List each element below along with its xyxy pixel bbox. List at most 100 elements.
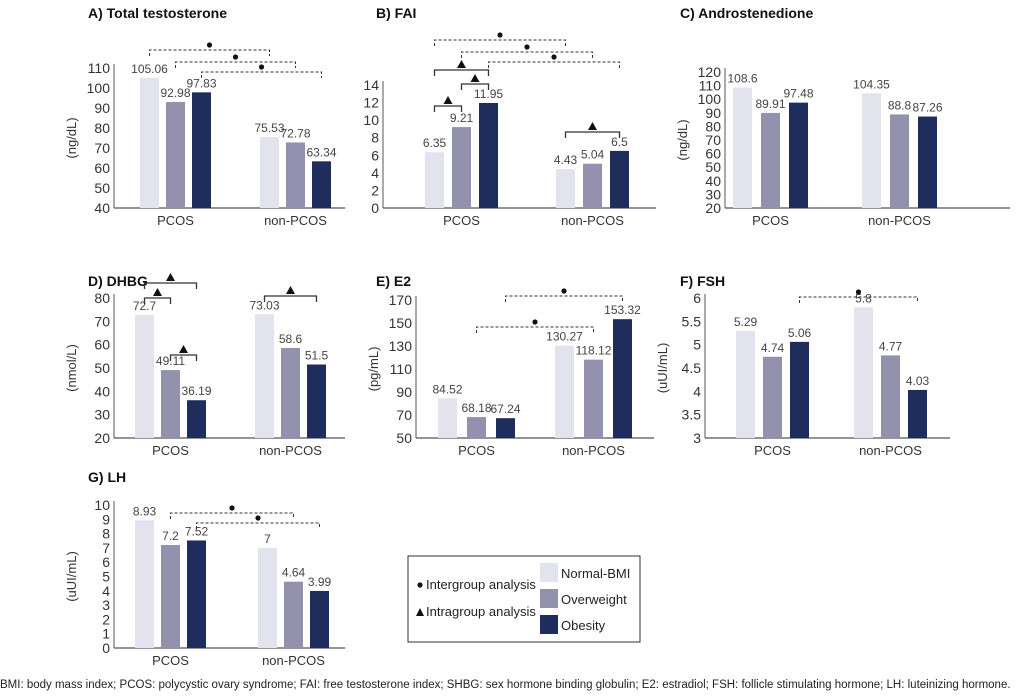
legend-box <box>407 555 641 643</box>
data-label: 108.6 <box>727 72 757 86</box>
y-tick-label: 3 <box>102 597 110 613</box>
data-label: 58.6 <box>279 332 303 346</box>
data-label: 89.91 <box>755 97 785 111</box>
data-label: 4.64 <box>282 566 306 580</box>
legend-marker-label: Intergroup analysis <box>426 577 536 592</box>
y-tick-label: 0 <box>371 200 379 216</box>
bar <box>918 116 937 208</box>
y-tick-label: 2 <box>102 611 110 627</box>
y-tick-label: 170 <box>389 292 413 308</box>
bar <box>312 161 331 208</box>
data-label: 6.35 <box>423 136 447 150</box>
data-label: 97.48 <box>783 87 813 101</box>
footnote: BMI: body mass index; PCOS: polycystic o… <box>0 679 1011 691</box>
data-label: 5.8 <box>855 291 872 305</box>
legend-series-label: Normal-BMI <box>561 566 630 581</box>
triangle-marker-icon <box>286 286 295 294</box>
y-tick-label: 7 <box>102 540 110 556</box>
bar <box>763 356 782 438</box>
intergroup-bracket <box>799 296 918 303</box>
y-tick-label: 50 <box>94 360 110 376</box>
circle-marker-icon <box>551 54 557 60</box>
y-axis-label: (ng/dL) <box>64 117 79 158</box>
y-tick-label: 30 <box>705 186 721 202</box>
triangle-marker-icon <box>166 273 175 281</box>
bar <box>890 114 909 208</box>
y-tick-label: 10 <box>363 112 379 128</box>
data-label: 11.95 <box>474 87 503 101</box>
intergroup-bracket <box>434 39 566 46</box>
data-label: 5.06 <box>788 326 812 340</box>
chart-title: A) Total testosterone <box>88 5 227 21</box>
data-label: 130.27 <box>546 330 583 344</box>
y-tick-label: 100 <box>87 80 111 96</box>
bar <box>733 87 752 208</box>
y-tick-label: 70 <box>396 407 412 423</box>
x-tick-label: non-PCOS <box>562 443 625 458</box>
bar <box>862 93 881 208</box>
intergroup-bracket <box>201 71 322 78</box>
intragroup-bracket <box>263 295 318 302</box>
triangle-marker-icon <box>588 122 597 130</box>
data-label: 68.18 <box>461 401 491 415</box>
bar <box>310 590 329 648</box>
y-tick-label: 60 <box>705 146 721 162</box>
bar <box>467 417 486 438</box>
y-tick-label: 4 <box>371 165 379 181</box>
y-axis-label: (nmol/L) <box>64 344 79 392</box>
legend-marker-label: Intragroup analysis <box>426 604 536 619</box>
y-tick-label: 100 <box>698 91 722 107</box>
bar <box>135 315 154 438</box>
bar <box>161 370 180 438</box>
data-label: 7.52 <box>185 524 209 538</box>
y-tick-label: 20 <box>705 200 721 216</box>
bar <box>610 150 629 208</box>
bar <box>140 77 159 208</box>
legend-swatch <box>540 563 558 582</box>
y-tick-label: 110 <box>390 361 413 377</box>
chart-title: G) LH <box>88 469 126 485</box>
x-tick-label: PCOS <box>754 443 791 458</box>
data-label: 63.34 <box>306 145 336 159</box>
y-tick-label: 5 <box>693 337 701 353</box>
intergroup-bracket <box>170 512 294 519</box>
bar <box>166 102 185 208</box>
chart-panel-c: C) Androstenedione(ng/dL)203040506070809… <box>675 5 1010 228</box>
intergroup-bracket <box>488 61 620 68</box>
chart-panel-d: D) DHBG (nmol/L) 20 30 40 50 60 70 80 72.7 49.11 36… <box>64 273 345 458</box>
chart-title: F) FSH <box>680 273 725 289</box>
bar <box>555 345 574 438</box>
y-tick-label: 14 <box>363 77 379 93</box>
bar <box>161 545 180 648</box>
bar <box>187 540 206 648</box>
y-tick-label: 70 <box>94 140 110 156</box>
x-tick-label: non-PCOS <box>868 213 931 228</box>
intergroup-bracket <box>461 51 593 58</box>
data-label: 5.29 <box>734 315 758 329</box>
circle-marker-icon <box>206 42 213 48</box>
bar <box>908 389 927 438</box>
y-tick-label: 4.5 <box>682 360 702 376</box>
triangle-marker-icon <box>457 60 466 68</box>
triangle-marker-icon <box>470 74 480 82</box>
data-label: 5.04 <box>581 148 605 162</box>
y-axis-label: (uUI/mL) <box>655 343 670 394</box>
bar <box>135 520 154 648</box>
y-tick-label: 1 <box>102 626 110 642</box>
bar <box>281 347 300 438</box>
bar <box>496 418 515 438</box>
y-tick-label: 90 <box>396 384 412 400</box>
y-tick-label: 130 <box>389 338 413 354</box>
intragroup-bracket <box>564 131 621 138</box>
y-tick-label: 4 <box>102 583 110 599</box>
triangle-marker-icon <box>416 608 424 616</box>
data-label: 67.24 <box>490 402 520 416</box>
data-label: 73.03 <box>249 298 279 312</box>
bar <box>789 102 808 208</box>
x-tick-label: PCOS <box>152 653 189 668</box>
circle-marker-icon <box>255 515 261 521</box>
circle-marker-icon <box>561 288 567 294</box>
x-tick-label: non-PCOS <box>262 653 325 668</box>
circle-marker-icon <box>258 64 265 70</box>
